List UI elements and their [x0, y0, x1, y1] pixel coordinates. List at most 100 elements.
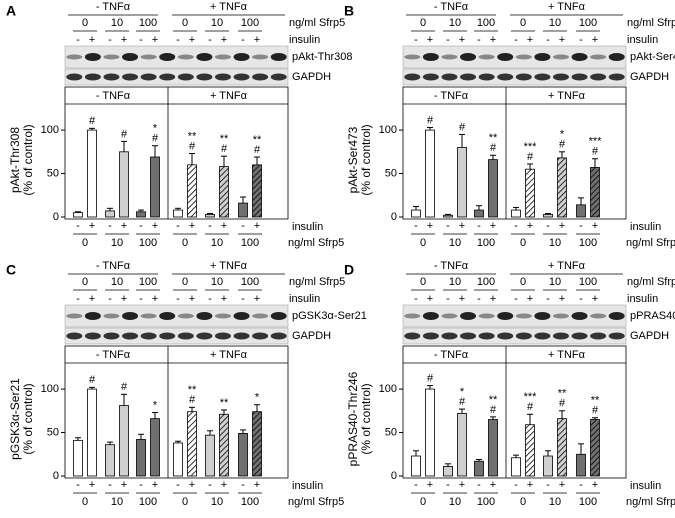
insulin-sign: + — [427, 34, 433, 46]
insulin-sign: - — [579, 293, 583, 305]
dose-axis-label: ng/ml Sfrp5 — [627, 17, 675, 29]
insulin-sign: - — [514, 479, 518, 491]
blot-band — [422, 312, 439, 320]
insulin-sign: + — [121, 293, 127, 305]
blot-band — [441, 313, 458, 319]
insulin-sign: + — [89, 293, 95, 305]
significance-label: # — [221, 143, 228, 155]
y-tick-label: 100 — [379, 124, 397, 136]
blot-band — [497, 332, 514, 340]
insulin-sign: - — [139, 479, 143, 491]
blot-band — [534, 332, 551, 340]
insulin-sign: - — [414, 293, 418, 305]
blot — [402, 327, 627, 345]
blot-band — [497, 312, 514, 320]
significance-label: ** — [558, 388, 567, 400]
blot-label: GAPDH — [630, 71, 669, 83]
insulin-sign: + — [254, 34, 260, 46]
dose-label: 0 — [420, 17, 426, 29]
dose-label: 0 — [520, 17, 526, 29]
blot-band — [515, 332, 532, 340]
significance-label: # — [490, 404, 497, 416]
panel-letter: D — [344, 262, 354, 278]
bar — [590, 167, 600, 218]
bar — [187, 164, 197, 218]
insulin-label: insulin — [289, 293, 320, 305]
blot-band — [478, 313, 495, 319]
insulin-sign: + — [427, 479, 433, 491]
bar — [73, 212, 83, 218]
insulin-sign: + — [490, 220, 496, 232]
blot-band — [478, 73, 495, 81]
dose-label: 0 — [82, 17, 88, 29]
blot-band — [534, 312, 551, 320]
blot-band — [552, 54, 569, 60]
bar — [474, 460, 484, 477]
dose-label: 100 — [241, 237, 259, 249]
bar — [205, 213, 215, 218]
dose-label: 100 — [139, 496, 157, 508]
y-tick-label: 50 — [385, 167, 397, 179]
chart-frame — [64, 345, 289, 479]
insulin-sign: + — [459, 34, 465, 46]
blot-band — [590, 73, 607, 81]
y-axis-label: pGSK3α-Ser21 — [8, 378, 22, 460]
y-tick-label: 50 — [385, 426, 397, 438]
dose-label: 10 — [549, 276, 561, 288]
dose-label: 100 — [579, 17, 597, 29]
blot-band — [177, 54, 194, 60]
blot-band — [460, 73, 477, 81]
blot-band — [140, 73, 157, 81]
blot-band — [608, 73, 625, 81]
insulin-sign: + — [490, 479, 496, 491]
blot-band — [441, 73, 458, 81]
bar — [425, 388, 435, 477]
bar — [119, 151, 129, 218]
blot-band — [140, 313, 157, 319]
bar — [173, 209, 183, 218]
blot-band — [159, 73, 176, 81]
dose-label: 100 — [139, 276, 157, 288]
insulin-sign: - — [514, 293, 518, 305]
blot — [402, 68, 627, 86]
bar — [557, 418, 567, 477]
bar — [105, 210, 115, 218]
blot-band — [122, 53, 139, 61]
y-tick-label: 100 — [41, 124, 59, 136]
blot-band — [571, 73, 588, 81]
blot-band — [590, 54, 607, 60]
tnf-group-label: - TNFα — [434, 260, 469, 272]
chart-group-label: - TNFα — [434, 90, 469, 102]
insulin-sign: - — [139, 220, 143, 232]
significance-label: ** — [188, 130, 197, 142]
significance-label: # — [459, 121, 466, 133]
blot-band — [608, 312, 625, 320]
insulin-sign: + — [254, 220, 260, 232]
panel-letter: A — [6, 3, 16, 19]
bar — [105, 444, 115, 477]
chart-frame — [402, 345, 627, 479]
blot-band — [252, 332, 269, 340]
bar — [443, 214, 453, 218]
insulin-sign: - — [546, 220, 550, 232]
significance-label: # — [89, 115, 96, 127]
insulin-sign: - — [241, 220, 245, 232]
blot — [402, 45, 627, 69]
insulin-sign: + — [221, 220, 227, 232]
blot-band — [177, 332, 194, 340]
bar — [488, 419, 498, 477]
chart-group-label: - TNFα — [434, 349, 469, 361]
y-tick-label: 0 — [53, 470, 59, 482]
blot-band — [515, 73, 532, 81]
bar — [136, 439, 146, 477]
insulin-label: insulin — [289, 34, 320, 46]
blot-band — [66, 54, 83, 60]
insulin-sign: - — [176, 34, 180, 46]
dose-label: 10 — [211, 276, 223, 288]
dose-label: 10 — [111, 17, 123, 29]
significance-label: *** — [524, 141, 538, 153]
insulin-label: insulin — [630, 221, 661, 233]
bar — [87, 129, 97, 218]
insulin-sign: - — [546, 34, 550, 46]
dose-label: 0 — [182, 17, 188, 29]
